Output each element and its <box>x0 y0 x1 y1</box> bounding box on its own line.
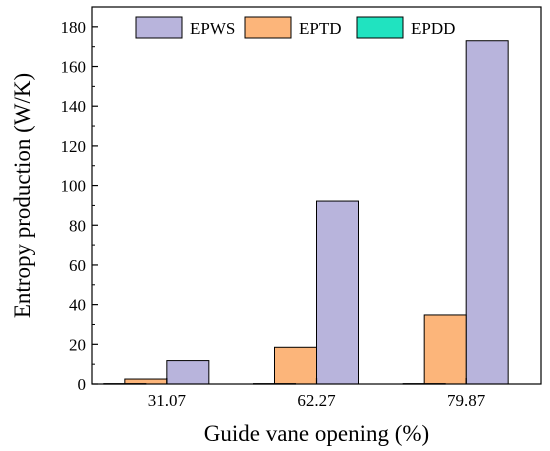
legend: EPWS EPTD EPDD <box>135 16 455 39</box>
bar-eptd-79.87 <box>423 314 467 385</box>
legend-label-epws: EPWS <box>190 19 235 38</box>
x-tick-label: 62.27 <box>297 391 336 410</box>
y-tick-label: 140 <box>61 97 87 116</box>
axis-ticks: 0 20 40 60 80 100 120 140 160 180 31.07 62.27 79.87 <box>61 18 486 410</box>
y-tick-label: 20 <box>69 335 86 354</box>
y-tick-label: 180 <box>61 18 87 37</box>
x-axis-title: Guide vane opening (%) <box>204 421 429 446</box>
legend-swatch-eptd <box>244 16 292 39</box>
y-tick-label: 40 <box>69 296 86 315</box>
x-tick-label: 79.87 <box>447 391 486 410</box>
legend-label-epdd: EPDD <box>411 19 455 38</box>
y-tick-label: 80 <box>69 216 86 235</box>
bar-epws-79.87 <box>465 40 509 385</box>
y-tick-label: 120 <box>61 137 87 156</box>
y-tick-label: 60 <box>69 256 86 275</box>
legend-swatch-epws <box>135 16 183 39</box>
bar-eptd-62.27 <box>274 346 317 385</box>
bars-layer <box>103 40 509 385</box>
legend-swatch-epdd <box>356 16 404 39</box>
y-tick-label: 160 <box>61 58 87 77</box>
y-axis-title: Entropy production (W/K) <box>10 73 35 318</box>
y-tick-label: 100 <box>61 177 87 196</box>
legend-label-eptd: EPTD <box>299 19 342 38</box>
x-tick-label: 31.07 <box>148 391 187 410</box>
bar-epws-62.27 <box>316 200 359 385</box>
bar-epws-31.07 <box>166 360 210 385</box>
y-tick-label: 0 <box>78 375 87 394</box>
